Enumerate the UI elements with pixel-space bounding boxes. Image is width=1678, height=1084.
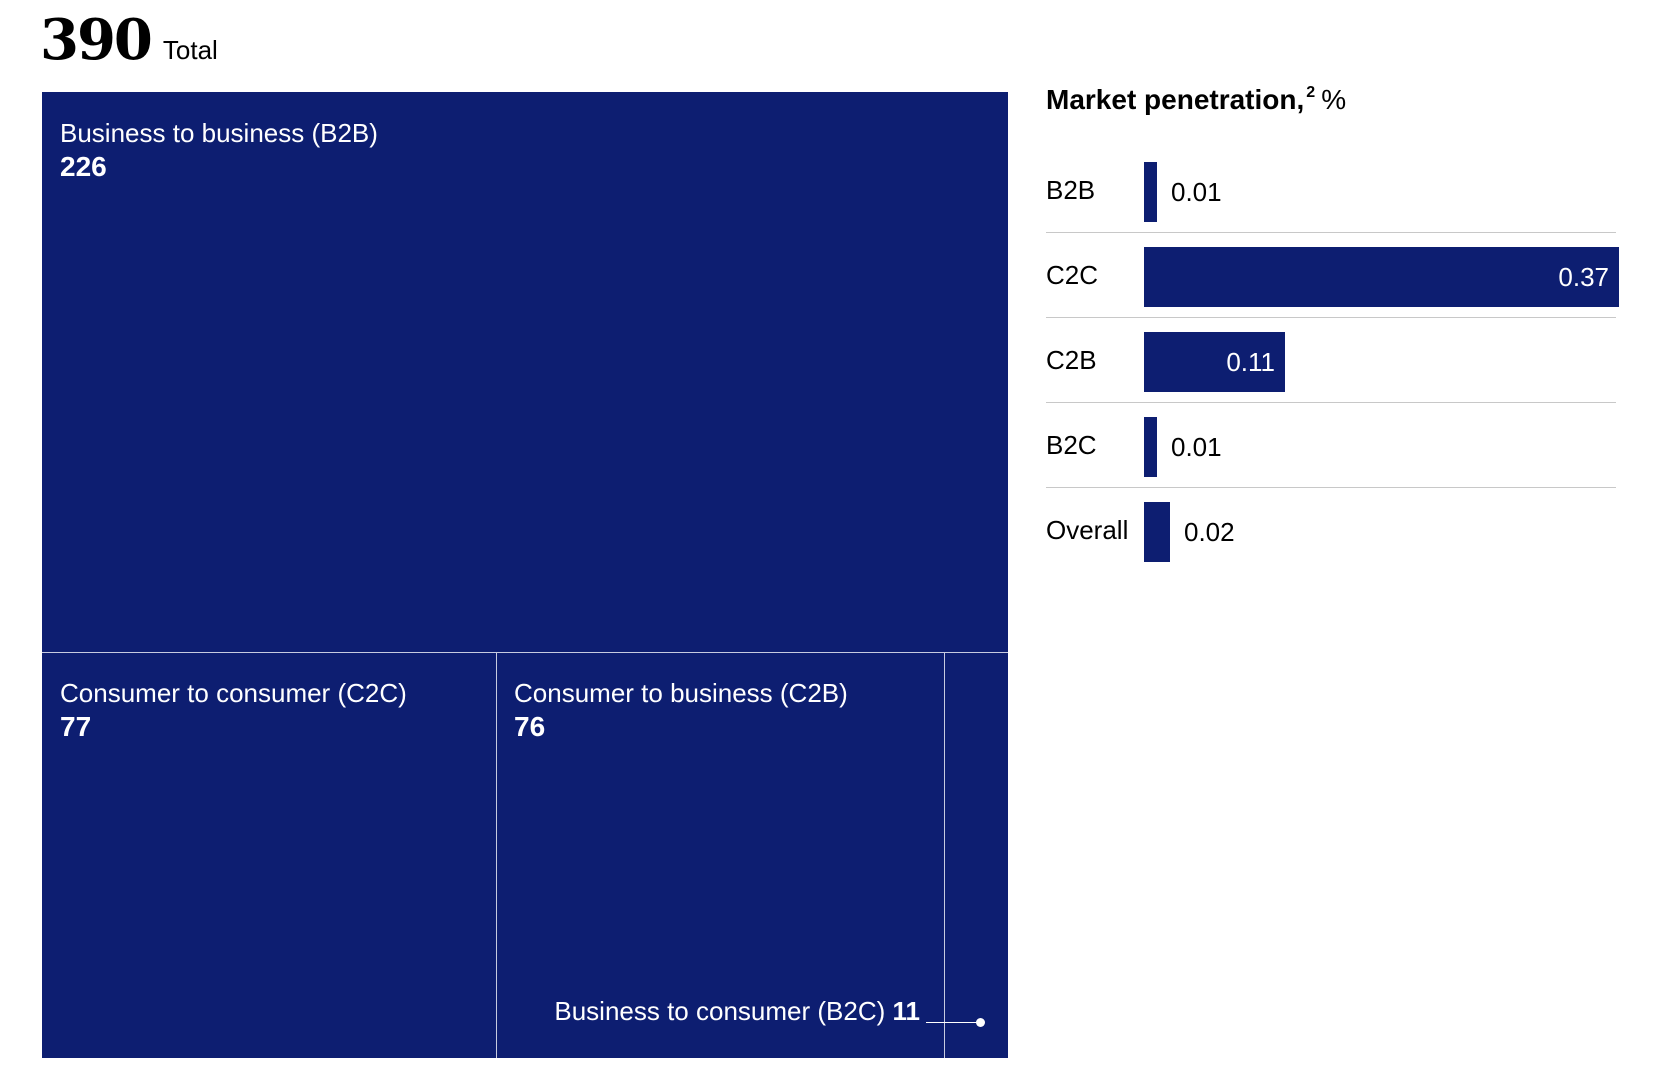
tile-label-b2b: Business to business (B2B) <box>60 118 378 148</box>
bar-label-b2b: B2B <box>1046 175 1096 205</box>
bar-label-c2b: C2B <box>1046 345 1097 375</box>
tile-label-c2c: Consumer to consumer (C2C) <box>60 678 407 708</box>
bar-value-b2b: 0.01 <box>1171 177 1222 207</box>
b2c-callout-label: Business to consumer (B2C) <box>554 996 886 1026</box>
total-value: 390 <box>40 7 153 73</box>
treemap-divider-vertical-2 <box>944 652 945 1058</box>
market-penetration-title: Market penetration, 2% <box>1046 84 1346 116</box>
bar-c2b <box>1144 332 1285 392</box>
treemap-tile-b2c <box>944 652 1008 1058</box>
bar-label-c2c: C2C <box>1046 260 1099 290</box>
bar-label-b2c: B2C <box>1046 430 1097 460</box>
bar-row-c2b: C2B 0.11 <box>1046 318 1616 403</box>
bar-row-c2c: C2C 0.37 <box>1046 233 1619 318</box>
b2c-callout-value: 11 <box>892 996 921 1026</box>
treemap: Business to business (B2B) 226 Consumer … <box>42 92 1008 1058</box>
total-label: Total <box>162 35 218 65</box>
treemap-divider-horizontal <box>42 652 1008 653</box>
bar-value-overall: 0.02 <box>1184 517 1235 547</box>
bar-value-b2c: 0.01 <box>1171 432 1222 462</box>
bar-overall <box>1144 502 1170 562</box>
tile-value-c2b: 76 <box>514 711 546 742</box>
panel-title-unit: % <box>1321 84 1347 115</box>
treemap-tile-b2b: Business to business (B2B) 226 <box>42 92 1008 652</box>
b2c-callout: Business to consumer (B2C) 11 <box>554 996 920 1027</box>
b2c-leader-dot <box>976 1018 985 1027</box>
bar-row-b2b: B2B 0.01 <box>1046 148 1616 233</box>
bar-b2b <box>1144 162 1157 222</box>
panel-title-footnote: 2 <box>1306 84 1316 101</box>
treemap-tile-c2c: Consumer to consumer (C2C) 77 <box>42 652 496 1058</box>
bar-row-b2c: B2C 0.01 <box>1046 403 1616 488</box>
bar-value-c2c: 0.37 <box>1558 262 1609 292</box>
b2c-leader-line <box>926 1022 978 1023</box>
tile-value-c2c: 77 <box>60 711 92 742</box>
panel-title-text: Market penetration, <box>1046 84 1305 115</box>
treemap-divider-vertical-1 <box>496 652 497 1058</box>
bar-label-overall: Overall <box>1046 515 1129 545</box>
bar-c2c <box>1144 247 1619 307</box>
bar-b2c <box>1144 417 1157 477</box>
bar-value-c2b: 0.11 <box>1226 347 1275 377</box>
bar-row-overall: Overall 0.02 <box>1046 488 1616 572</box>
treemap-tile-c2b: Consumer to business (C2B) 76 <box>496 652 944 1058</box>
tile-label-c2b: Consumer to business (C2B) <box>514 678 848 708</box>
total-header: 390 Total <box>40 12 218 68</box>
tile-value-b2b: 226 <box>60 151 107 182</box>
